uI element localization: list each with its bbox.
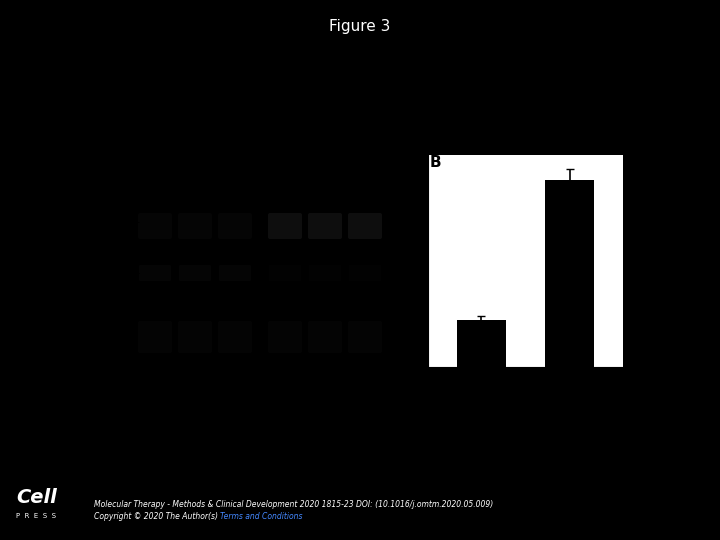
Text: A: A [108, 155, 120, 170]
FancyBboxPatch shape [139, 265, 171, 281]
Text: 3: 3 [232, 172, 238, 182]
FancyBboxPatch shape [268, 321, 302, 353]
FancyBboxPatch shape [178, 321, 212, 353]
FancyBboxPatch shape [219, 265, 251, 281]
FancyBboxPatch shape [138, 213, 172, 239]
Text: BC targeting: BC targeting [164, 159, 230, 169]
Text: β-actin: β-actin [383, 331, 417, 341]
Text: 70 KD -: 70 KD - [104, 217, 140, 227]
FancyBboxPatch shape [309, 265, 341, 281]
FancyBboxPatch shape [218, 321, 252, 353]
Text: CoChR
-GFP: CoChR -GFP [383, 211, 415, 233]
Text: 2: 2 [192, 172, 199, 182]
Text: 4: 4 [282, 172, 289, 182]
FancyBboxPatch shape [348, 321, 382, 353]
FancyBboxPatch shape [179, 265, 211, 281]
FancyBboxPatch shape [349, 265, 381, 281]
Y-axis label: Relative band intensity: Relative band intensity [386, 197, 396, 326]
Text: 6: 6 [361, 172, 369, 182]
Text: Figure 3: Figure 3 [329, 19, 391, 34]
Text: Copyright © 2020 The Author(s): Copyright © 2020 The Author(s) [94, 511, 222, 521]
Text: Molecular Therapy - Methods & Clinical Development 2020 1815-23 DOI: (10.1016/j.: Molecular Therapy - Methods & Clinical D… [94, 500, 493, 509]
Text: P  R  E  S  S: P R E S S [16, 514, 56, 519]
Text: B: B [430, 155, 441, 170]
Text: 1: 1 [151, 172, 158, 182]
FancyBboxPatch shape [138, 321, 172, 353]
Text: 55 KD -: 55 KD - [104, 268, 140, 278]
FancyBboxPatch shape [308, 321, 342, 353]
Text: RGC expression: RGC expression [285, 159, 367, 169]
Bar [456, 320, 505, 367]
Text: 5: 5 [322, 172, 328, 182]
FancyBboxPatch shape [348, 213, 382, 239]
Text: Terms and Conditions: Terms and Conditions [220, 511, 302, 521]
FancyBboxPatch shape [178, 213, 212, 239]
Text: Cell: Cell [16, 488, 57, 507]
FancyBboxPatch shape [269, 265, 301, 281]
Bar [546, 180, 594, 367]
FancyBboxPatch shape [308, 213, 342, 239]
FancyBboxPatch shape [268, 213, 302, 239]
FancyBboxPatch shape [218, 213, 252, 239]
